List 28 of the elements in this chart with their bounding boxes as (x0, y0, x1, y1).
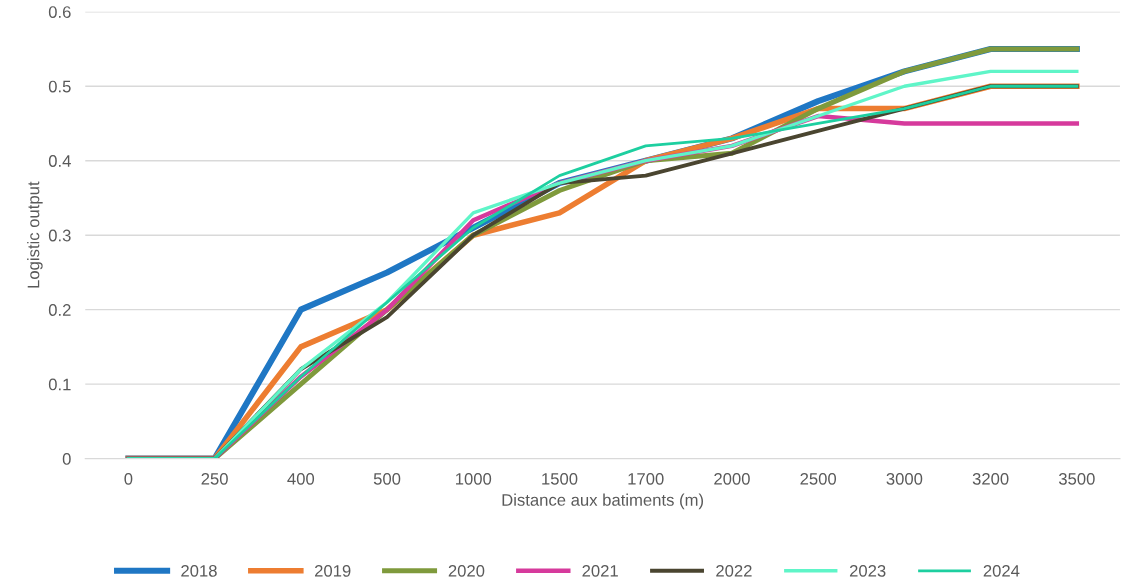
x-tick-label: 1700 (628, 472, 664, 485)
legend-label: 2022 (716, 564, 752, 577)
x-tick-label: 3000 (886, 472, 923, 485)
x-tick-label: 3200 (972, 472, 1009, 485)
legend-label: 2020 (448, 564, 485, 577)
legend-label: 2018 (181, 564, 217, 577)
y-tick-label: 0.1 (48, 378, 71, 391)
y-tick-label: 0 (62, 453, 71, 465)
y-tick-label: 0.4 (48, 155, 71, 167)
x-tick-label: 250 (201, 472, 228, 485)
y-axis-title: Logistic output (27, 181, 43, 288)
legend-label: 2021 (582, 564, 618, 577)
y-tick-label: 0.5 (48, 80, 71, 93)
x-tick-label: 2000 (714, 472, 750, 485)
y-tick-label: 0.3 (48, 229, 71, 242)
x-axis-title: Distance aux batiments (m) (502, 493, 704, 510)
legend-label: 2019 (314, 564, 351, 577)
legend-label: 2024 (983, 564, 1020, 577)
x-tick-label: 3500 (1058, 472, 1095, 485)
y-tick-label: 0.6 (48, 6, 71, 18)
y-tick-label: 0.2 (48, 304, 71, 316)
x-tick-label: 1000 (456, 472, 492, 485)
x-tick-label: 1500 (542, 472, 578, 485)
x-tick-label: 2500 (800, 472, 837, 485)
legend-label: 2023 (849, 564, 886, 577)
x-tick-label: 0 (124, 472, 133, 485)
x-tick-label: 400 (287, 472, 315, 485)
x-tick-label: 500 (373, 472, 401, 485)
